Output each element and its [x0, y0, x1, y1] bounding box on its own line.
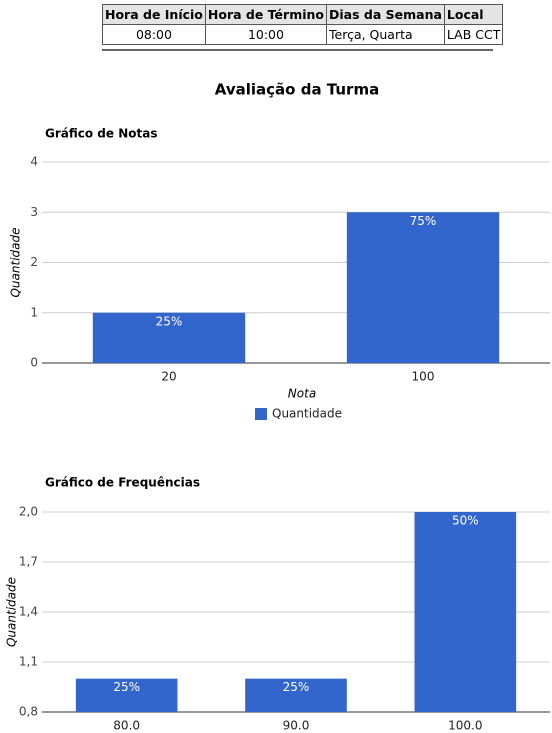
page-heading: Avaliação da Turma — [215, 81, 379, 99]
bar — [92, 312, 246, 363]
bar-label: 25% — [113, 680, 140, 694]
bar — [414, 512, 517, 712]
y-tick-label: 2 — [30, 255, 38, 269]
chart-title: Gráfico de Frequências — [45, 476, 200, 490]
header-cell: Hora de Início — [102, 4, 206, 25]
y-tick-label: 1 — [30, 305, 38, 319]
y-tick-label: 3 — [30, 205, 38, 219]
bar — [245, 678, 347, 712]
table-row: 08:00 10:00 Terça, Quarta LAB CCT — [102, 24, 504, 45]
legend-swatch — [255, 408, 267, 420]
cell: 08:00 — [102, 24, 206, 45]
bar-label: 75% — [410, 214, 437, 228]
y-tick-label: 0,8 — [19, 705, 38, 719]
chart-title: Gráfico de Notas — [45, 127, 157, 141]
y-tick-label: 2,0 — [19, 505, 38, 519]
y-tick-label: 0 — [30, 356, 38, 370]
header-cell: Local — [443, 4, 504, 25]
bar-label: 50% — [452, 514, 479, 528]
cell: LAB CCT — [443, 24, 504, 45]
y-axis-label: Quantidade — [5, 577, 19, 647]
x-tick-label: 90.0 — [283, 719, 310, 733]
x-tick-label: 80.0 — [113, 719, 140, 733]
cell: Terça, Quarta — [326, 24, 445, 45]
header-cell: Dias da Semana — [326, 4, 445, 25]
x-tick-label: 100.0 — [448, 719, 482, 733]
y-axis-label: Quantidade — [9, 227, 23, 297]
legend-label: Quantidade — [272, 407, 342, 421]
x-tick-label: 20 — [161, 370, 176, 384]
bar — [346, 212, 500, 363]
bar-label: 25% — [283, 680, 310, 694]
table-header: Hora de Início Hora de Término Dias da S… — [102, 4, 504, 25]
schedule-table: Hora de Início Hora de Término Dias da S… — [102, 4, 504, 45]
bar-label: 25% — [156, 314, 183, 328]
y-tick-label: 1,7 — [19, 555, 38, 569]
x-tick-label: 100 — [412, 370, 435, 384]
y-tick-label: 4 — [30, 155, 38, 169]
y-tick-label: 1,4 — [19, 605, 38, 619]
header-cell: Hora de Término — [204, 4, 328, 25]
cell: 10:00 — [204, 24, 328, 45]
bar — [75, 678, 178, 712]
x-axis-label: Nota — [288, 387, 316, 401]
y-tick-label: 1,1 — [19, 655, 38, 669]
